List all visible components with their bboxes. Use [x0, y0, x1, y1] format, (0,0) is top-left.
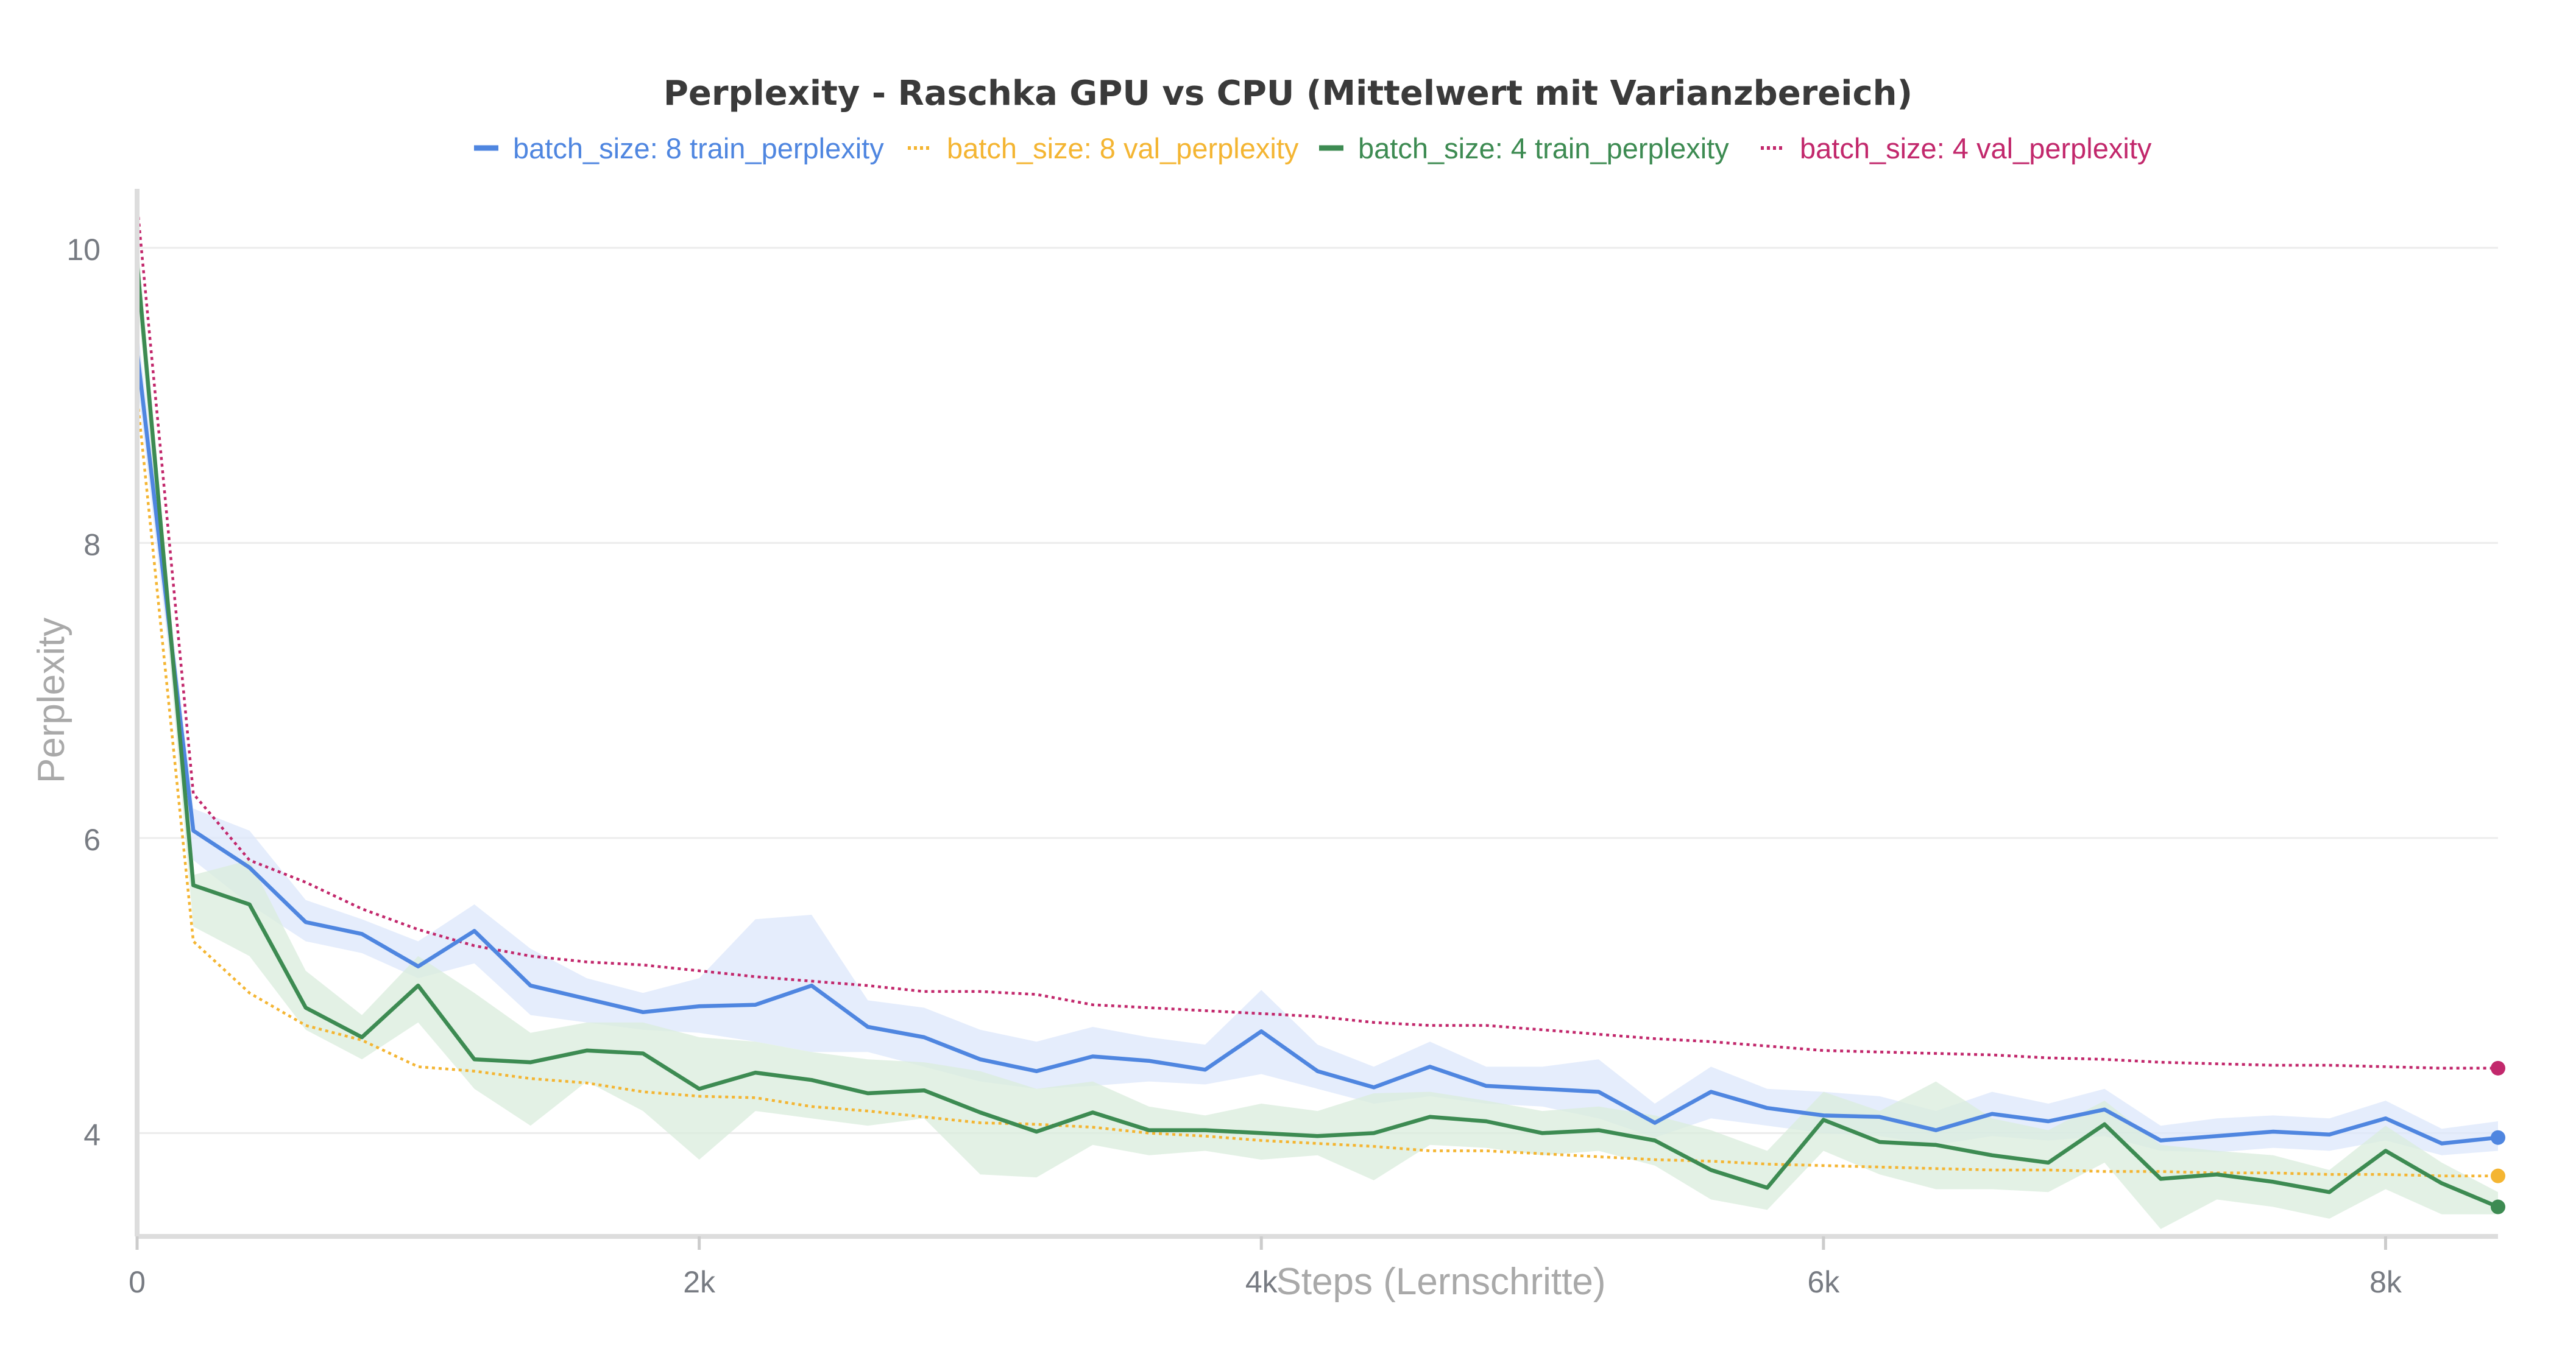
y-tick-label: 10 — [66, 233, 101, 267]
legend-label: batch_size: 4 val_perplexity — [1800, 132, 2152, 164]
x-tick-label: 4k — [1245, 1265, 1278, 1299]
x-axis-label: Steps (Lernschritte) — [1276, 1261, 1606, 1303]
x-tick-label: 0 — [129, 1265, 146, 1299]
series-line — [135, 395, 2498, 1177]
y-tick-label: 4 — [83, 1118, 101, 1152]
series-endpoint — [2491, 1130, 2505, 1145]
variance-bands — [137, 233, 2498, 1229]
legend-label: batch_size: 8 train_perplexity — [513, 132, 884, 164]
legend-label: batch_size: 8 val_perplexity — [947, 132, 1299, 164]
series-endpoint — [2491, 1168, 2505, 1183]
x-tick-label: 6k — [1807, 1265, 1840, 1299]
x-tick-label: 8k — [2369, 1265, 2402, 1299]
series-line — [135, 262, 2499, 1209]
grid — [137, 247, 2498, 1134]
axes: 4 6 8 10 0 2k 4k 6k 8k — [66, 189, 2498, 1299]
y-tick-label: 6 — [83, 823, 101, 857]
series-endpoints — [2491, 1060, 2505, 1214]
y-tick-label: 8 — [83, 527, 101, 562]
y-axis-label: Perplexity — [30, 618, 73, 783]
series-endpoint — [2491, 1199, 2505, 1214]
x-tick-label: 2k — [683, 1265, 716, 1299]
series-endpoint — [2491, 1060, 2505, 1076]
series-lines — [135, 203, 2499, 1209]
legend: batch_size: 8 train_perplexity batch_size… — [474, 132, 2152, 164]
series-line — [135, 351, 2499, 1146]
chart-title: Perplexity - Raschka GPU vs CPU (Mittelw… — [663, 74, 1913, 113]
legend-label: batch_size: 4 train_perplexity — [1358, 132, 1729, 164]
